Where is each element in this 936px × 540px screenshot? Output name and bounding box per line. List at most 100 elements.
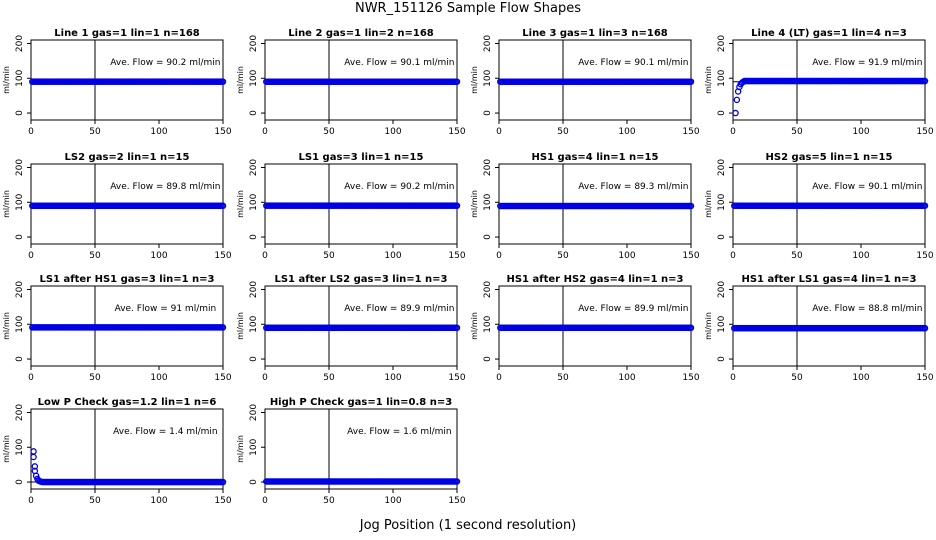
x-tick-label: 150	[916, 251, 933, 261]
panel-6: LS1 gas=3 lin=1 n=15 0 50 100 150 0 100 200 ml/m…	[236, 152, 466, 261]
x-tick-label: 150	[448, 127, 465, 137]
x-tick-label: 50	[791, 373, 803, 383]
x-tick-label: 0	[262, 251, 268, 261]
y-axis-label: ml/min	[236, 190, 245, 218]
data-points	[263, 202, 461, 209]
y-tick-label: 0	[15, 234, 25, 240]
y-tick-label: 0	[249, 356, 259, 362]
y-tick-label: 0	[717, 110, 727, 116]
x-tick-label: 100	[150, 127, 167, 137]
x-tick-label: 100	[384, 373, 401, 383]
average-flow-annotation: Ave. Flow = 90.2 ml/min	[110, 58, 220, 68]
data-point	[921, 202, 929, 209]
data-points	[731, 324, 929, 332]
y-tick-label: 0	[249, 110, 259, 116]
data-point	[453, 202, 461, 209]
data-point	[687, 202, 695, 210]
x-tick-label: 100	[384, 496, 401, 506]
data-points	[497, 202, 695, 210]
y-tick-label: 0	[249, 479, 259, 485]
y-tick-label: 0	[249, 234, 259, 240]
y-axis-label: ml/min	[704, 190, 713, 218]
y-tick-label: 0	[483, 110, 493, 116]
data-point	[31, 463, 39, 470]
x-tick-label: 100	[384, 127, 401, 137]
x-tick-label: 150	[682, 373, 699, 383]
panel-title: Low P Check gas=1.2 lin=1 n=6	[38, 397, 217, 408]
panel-title: Line 4 (LT) gas=1 lin=4 n=3	[751, 28, 907, 39]
x-tick-label: 150	[214, 127, 231, 137]
panel-title: LS1 after HS1 gas=3 lin=1 n=3	[39, 274, 214, 285]
y-tick-label: 200	[483, 159, 493, 176]
x-tick-label: 50	[323, 251, 335, 261]
data-point	[219, 78, 227, 85]
x-tick-label: 0	[496, 373, 502, 383]
x-tick-label: 0	[730, 127, 736, 137]
x-tick-label: 150	[916, 373, 933, 383]
y-axis-label: ml/min	[704, 312, 713, 340]
data-point	[453, 324, 461, 332]
y-tick-label: 0	[483, 356, 493, 362]
data-point	[219, 324, 227, 331]
data-point	[687, 78, 695, 85]
y-tick-label: 100	[15, 69, 25, 86]
data-points	[263, 78, 461, 85]
y-tick-label: 200	[717, 35, 727, 52]
x-tick-label: 0	[28, 251, 34, 261]
x-tick-label: 150	[916, 127, 933, 137]
x-tick-label: 100	[150, 496, 167, 506]
y-axis-label: ml/min	[236, 312, 245, 340]
y-tick-label: 100	[483, 69, 493, 86]
x-tick-label: 100	[618, 373, 635, 383]
x-tick-label: 0	[496, 251, 502, 261]
x-tick-label: 50	[89, 373, 101, 383]
panel-title: LS2 gas=2 lin=1 n=15	[65, 152, 190, 163]
average-flow-annotation: Ave. Flow = 89.9 ml/min	[578, 304, 688, 314]
y-tick-label: 0	[15, 110, 25, 116]
x-tick-label: 100	[852, 251, 869, 261]
figure-title: NWR_151126 Sample Flow Shapes	[354, 1, 582, 16]
y-axis-label: ml/min	[704, 66, 713, 94]
data-point	[453, 78, 461, 85]
y-axis-label: ml/min	[2, 435, 11, 463]
data-point	[921, 77, 929, 85]
panel-title: HS2 gas=5 lin=1 n=15	[766, 152, 893, 163]
panel-title: HS1 gas=4 lin=1 n=15	[532, 152, 659, 163]
panel-title: HS1 after LS1 gas=4 lin=1 n=3	[741, 274, 916, 285]
y-axis-label: ml/min	[236, 435, 245, 463]
y-axis-label: ml/min	[236, 66, 245, 94]
average-flow-annotation: Ave. Flow = 89.9 ml/min	[344, 304, 454, 314]
data-point	[32, 472, 40, 480]
data-points	[29, 202, 227, 210]
average-flow-annotation: Ave. Flow = 91.9 ml/min	[812, 58, 922, 68]
panel-title: Line 3 gas=1 lin=3 n=168	[522, 28, 668, 39]
panel-title: LS1 after LS2 gas=3 lin=1 n=3	[274, 274, 447, 285]
panel-5: LS2 gas=2 lin=1 n=15 0 50 100 150 0 100 200 ml/m…	[2, 152, 232, 261]
y-tick-label: 200	[483, 35, 493, 52]
x-tick-label: 50	[89, 251, 101, 261]
panel-title: High P Check gas=1 lin=0.8 n=3	[270, 397, 452, 408]
x-tick-label: 100	[150, 251, 167, 261]
average-flow-annotation: Ave. Flow = 90.1 ml/min	[812, 182, 922, 192]
panel-9: LS1 after HS1 gas=3 lin=1 n=3 0 50 100 150 0 1…	[2, 274, 232, 383]
average-flow-annotation: Ave. Flow = 1.4 ml/min	[113, 427, 217, 437]
x-tick-label: 150	[214, 373, 231, 383]
average-flow-annotation: Ave. Flow = 90.2 ml/min	[344, 182, 454, 192]
panel-12: HS1 after LS1 gas=4 lin=1 n=3 0 50 100 150 0 1…	[704, 274, 934, 383]
x-tick-label: 0	[262, 496, 268, 506]
x-tick-label: 0	[496, 127, 502, 137]
x-tick-label: 100	[150, 373, 167, 383]
y-tick-label: 200	[15, 159, 25, 176]
y-tick-label: 100	[249, 438, 259, 455]
y-tick-label: 0	[15, 479, 25, 485]
panel-title: Line 2 gas=1 lin=2 n=168	[288, 28, 434, 39]
plot-frame	[30, 408, 224, 490]
x-tick-label: 100	[852, 373, 869, 383]
y-tick-label: 100	[483, 193, 493, 210]
average-flow-annotation: Ave. Flow = 90.1 ml/min	[344, 58, 454, 68]
data-points	[263, 324, 461, 332]
y-tick-label: 100	[15, 438, 25, 455]
x-tick-label: 0	[730, 251, 736, 261]
y-tick-label: 200	[717, 281, 727, 298]
data-point	[219, 478, 227, 486]
